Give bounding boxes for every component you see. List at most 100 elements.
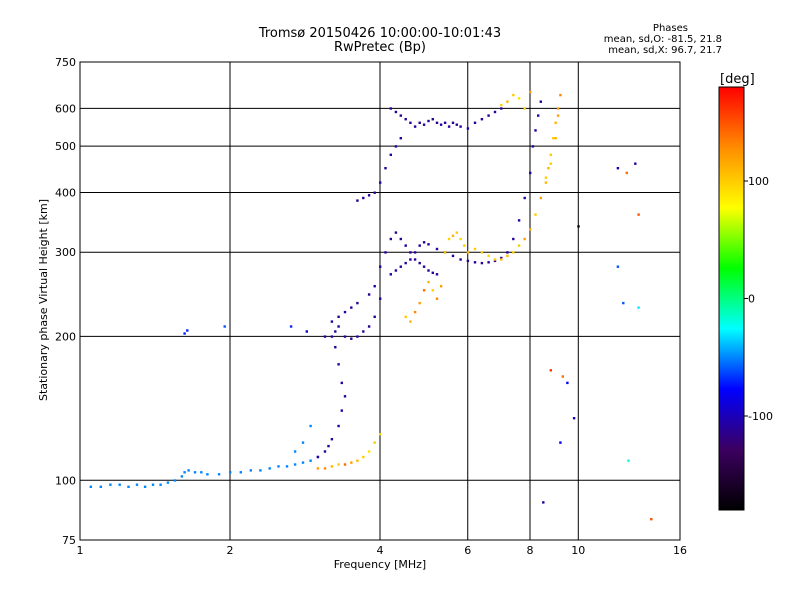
data-point: [373, 191, 376, 194]
data-point: [166, 481, 170, 484]
data-point: [323, 335, 327, 338]
x-tick-label: 6: [464, 544, 471, 557]
data-point: [340, 409, 343, 412]
data-point: [379, 265, 382, 268]
data-point: [459, 125, 462, 128]
data-point: [459, 237, 462, 241]
data-point: [394, 145, 398, 148]
data-point: [463, 244, 466, 247]
data-point: [206, 473, 209, 476]
data-point: [552, 137, 555, 140]
y-axis-label: Stationary phase Virtual Height [km]: [37, 199, 50, 401]
data-point: [506, 251, 509, 254]
data-point: [451, 234, 455, 237]
data-point: [394, 269, 398, 272]
data-point: [650, 518, 653, 521]
data-point: [362, 330, 365, 333]
data-point: [634, 162, 637, 165]
data-point: [343, 335, 347, 338]
data-point: [622, 301, 625, 305]
data-point: [427, 243, 430, 246]
data-point: [305, 330, 308, 333]
y-tick-label: 400: [55, 186, 76, 199]
data-point: [529, 90, 532, 94]
x-tick-label: 16: [673, 544, 687, 557]
data-point: [559, 441, 562, 444]
y-tick-label: 500: [55, 140, 76, 153]
data-point: [529, 171, 532, 175]
data-point: [343, 310, 347, 314]
data-point: [480, 261, 484, 265]
x-tick-label: 10: [571, 544, 585, 557]
data-point: [427, 119, 430, 123]
data-point: [183, 332, 186, 335]
data-point: [443, 121, 447, 124]
data-point: [180, 475, 184, 478]
data-point: [637, 306, 640, 309]
data-point: [500, 107, 503, 110]
data-point: [466, 251, 470, 254]
data-point: [404, 118, 407, 121]
data-point: [343, 463, 347, 466]
data-point: [173, 479, 177, 482]
data-point: [539, 196, 542, 200]
x-axis: 1 2 4 6 8 10 16: [77, 544, 688, 557]
data-point: [293, 463, 297, 466]
data-point: [554, 121, 557, 124]
data-point: [356, 459, 359, 462]
data-point: [455, 231, 458, 234]
data-point: [183, 471, 186, 474]
data-point: [544, 181, 548, 184]
data-point: [330, 465, 334, 468]
data-point: [350, 306, 353, 309]
data-point: [330, 438, 334, 441]
data-point: [531, 145, 535, 148]
data-point: [480, 251, 484, 254]
data-point: [473, 261, 477, 264]
data-point: [186, 329, 189, 332]
data-point: [435, 273, 439, 276]
data-point: [143, 485, 147, 488]
data-point: [512, 237, 515, 241]
data-point: [512, 251, 515, 254]
data-point: [379, 433, 382, 436]
data-point: [451, 254, 455, 258]
data-point: [447, 237, 451, 241]
data-point: [554, 137, 557, 140]
data-point: [217, 473, 221, 476]
x-tick-label: 4: [377, 544, 384, 557]
data-point: [435, 121, 439, 124]
chart-subtitle: RwPretec (Bp): [333, 40, 427, 55]
data-point: [487, 114, 490, 117]
y-tick-label: 75: [62, 534, 76, 547]
data-point: [534, 129, 537, 132]
data-point: [384, 251, 387, 254]
data-point: [337, 363, 340, 366]
data-point: [459, 258, 462, 261]
data-point: [362, 455, 365, 459]
data-point: [493, 258, 497, 261]
data-point: [367, 450, 371, 453]
data-point: [193, 471, 197, 474]
colorbar-tick-label: 100: [748, 175, 769, 188]
data-point: [418, 244, 421, 247]
data-point: [373, 315, 376, 318]
data-point: [293, 450, 297, 453]
data-point: [389, 237, 392, 241]
data-point: [356, 301, 359, 305]
data-point: [523, 107, 526, 110]
colorbar-tick-label: 0: [748, 293, 755, 306]
data-point: [356, 335, 359, 338]
data-point: [118, 483, 121, 486]
data-point: [549, 369, 552, 372]
data-point: [327, 444, 330, 448]
data-point: [466, 259, 470, 263]
data-point: [367, 293, 371, 296]
y-tick-label: 200: [55, 330, 76, 343]
data-point: [343, 395, 347, 398]
data-point: [350, 461, 353, 464]
data-point: [135, 483, 139, 486]
data-point: [268, 467, 271, 470]
y-axis: 75 100 200 300 400 500 600 750: [55, 56, 76, 547]
